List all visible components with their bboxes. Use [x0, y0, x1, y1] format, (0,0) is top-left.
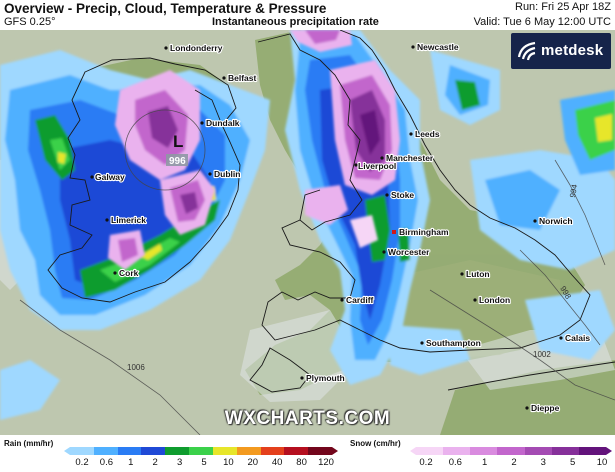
tick-label: 10: [596, 457, 608, 468]
city-label: Stoke: [391, 190, 414, 200]
tick-label: 2: [511, 457, 517, 468]
city-markers: Londonderry Belfast Dundalk Galway Dubli…: [90, 41, 591, 414]
city-label: Luton: [466, 269, 490, 279]
isobar-label-1006: 1006: [127, 363, 145, 372]
city-label: Belfast: [228, 73, 257, 83]
city-label: Plymouth: [306, 373, 345, 383]
metdesk-mark-icon: [517, 41, 536, 61]
city-label: Cork: [119, 268, 139, 278]
low-pressure-symbol: L: [173, 132, 183, 151]
tick-label: 80: [296, 457, 307, 468]
city-label: Dieppe: [531, 403, 560, 413]
snow-scale-max-arrow: [606, 447, 612, 455]
city-label: Newcastle: [417, 42, 459, 52]
isobars: [19, 109, 615, 435]
colorbar-swatch: [70, 447, 94, 455]
colorbar-swatch: [308, 447, 332, 455]
colorbar-swatch: [284, 447, 309, 455]
colorbar-swatch: [416, 447, 444, 455]
isobar-label-994: 994: [568, 183, 579, 198]
colorbar-swatch: [93, 447, 118, 455]
low-pressure-value: 996: [169, 156, 186, 167]
birmingham-marker: [392, 230, 396, 234]
rain-legend-title: Rain (mm/hr): [4, 439, 54, 448]
tick-label: 5: [570, 457, 576, 468]
city-label: Manchester: [386, 153, 434, 163]
colorbar-swatch: [470, 447, 498, 455]
tick-label: 20: [247, 457, 259, 468]
watermark: WXCHARTS.COM: [224, 408, 391, 429]
colorbar-swatch: [524, 447, 552, 455]
snow-legend-title: Snow (cm/hr): [350, 439, 401, 448]
tick-label: 10: [223, 457, 234, 468]
valid-time: Valid: Tue 6 May 12:00 UTC: [473, 16, 611, 28]
tick-label: 1: [128, 457, 134, 468]
snow-colorbar: [416, 447, 606, 455]
run-time: Run: Fri 25 Apr 18Z: [515, 1, 611, 13]
tick-label: 1: [482, 457, 488, 468]
coastlines: [47, 30, 615, 393]
colorbar-swatch: [551, 447, 579, 455]
isobar-label-1002: 1002: [533, 350, 551, 359]
city-label: Londonderry: [170, 43, 223, 53]
city-label: Liverpool: [358, 161, 396, 171]
rain-scale-min-arrow: [64, 447, 70, 455]
metdesk-logo: metdesk: [511, 33, 611, 69]
metdesk-wordmark: metdesk: [541, 42, 604, 59]
snow-scale-min-arrow: [410, 447, 416, 455]
colorbar-swatch: [117, 447, 142, 455]
tick-label: 3: [176, 457, 183, 468]
city-label: Norwich: [539, 216, 573, 226]
layer-label: Instantaneous precipitation rate: [212, 16, 379, 28]
tick-label: 0.2: [75, 457, 89, 468]
colorbar-swatch: [165, 447, 190, 455]
rain-scale-max-arrow: [332, 447, 338, 455]
city-label: Dundalk: [206, 118, 240, 128]
model-label: GFS 0.25°: [4, 16, 56, 28]
colorbar-swatch: [260, 447, 285, 455]
city-label: Southampton: [426, 338, 481, 348]
colorbar-swatch: [189, 447, 213, 455]
colorbar-swatch: [578, 447, 606, 455]
tick-label: 40: [271, 457, 283, 468]
map-canvas: 1006 1002 998 994 L 996 Londonderry Belf…: [0, 30, 615, 435]
snow-layer: [108, 30, 400, 270]
city-label: Cardiff: [346, 295, 374, 305]
tick-label: 120: [318, 457, 334, 468]
colorbar-swatch: [497, 447, 525, 455]
map-area: 1006 1002 998 994 L 996 Londonderry Belf…: [0, 30, 615, 435]
city-label: Galway: [95, 172, 125, 182]
city-label: Dublin: [214, 169, 240, 179]
colorbar-swatch: [141, 447, 166, 455]
colorbar-swatch: [443, 447, 471, 455]
city-label: Leeds: [415, 129, 440, 139]
legend: Rain (mm/hr) 0.2 0.6 1 2 3 5 10 20 40 80 120 Snow …: [0, 435, 615, 472]
tick-label: 0.6: [99, 457, 113, 468]
tick-label: 2: [152, 457, 158, 468]
colorbar-swatch: [236, 447, 261, 455]
tick-label: 0.6: [448, 457, 462, 468]
chart-title: Overview - Precip, Cloud, Temperature & …: [4, 1, 327, 16]
colorbar-swatch: [212, 447, 237, 455]
low-pressure-box: [166, 154, 188, 166]
tick-label: 3: [540, 457, 546, 468]
city-label: Calais: [565, 333, 590, 343]
tick-label: 5: [201, 457, 207, 468]
city-label: Birmingham: [399, 227, 449, 237]
tick-label: 0.2: [419, 457, 433, 468]
city-label: Worcester: [388, 247, 430, 257]
city-label: Limerick: [111, 215, 146, 225]
rain-colorbar: [70, 447, 332, 455]
city-label: London: [479, 295, 510, 305]
chart-header: Overview - Precip, Cloud, Temperature & …: [0, 0, 615, 30]
